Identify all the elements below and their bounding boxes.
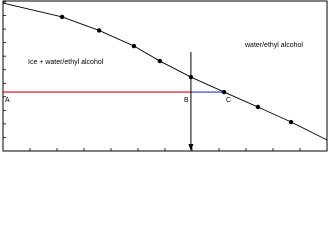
annotation: Ice + water/ethyl alcohol bbox=[28, 59, 104, 66]
curve-point bbox=[221, 89, 227, 95]
point-label: B bbox=[184, 97, 189, 104]
chart: water/ethyl alcohol Ice + water/ethyl al… bbox=[2, 0, 328, 152]
annotation: water/ethyl alcohol bbox=[244, 42, 303, 49]
arrow-head bbox=[188, 144, 194, 151]
plot-frame bbox=[2, 0, 328, 152]
point-label: A bbox=[5, 97, 10, 104]
curve-point bbox=[96, 28, 102, 33]
curve-point bbox=[59, 14, 65, 20]
curve-point bbox=[288, 119, 294, 125]
curve-point bbox=[131, 43, 137, 49]
curve-point bbox=[157, 58, 163, 64]
point-label: C bbox=[226, 97, 231, 104]
curve bbox=[2, 2, 328, 141]
curve-point bbox=[255, 104, 261, 110]
